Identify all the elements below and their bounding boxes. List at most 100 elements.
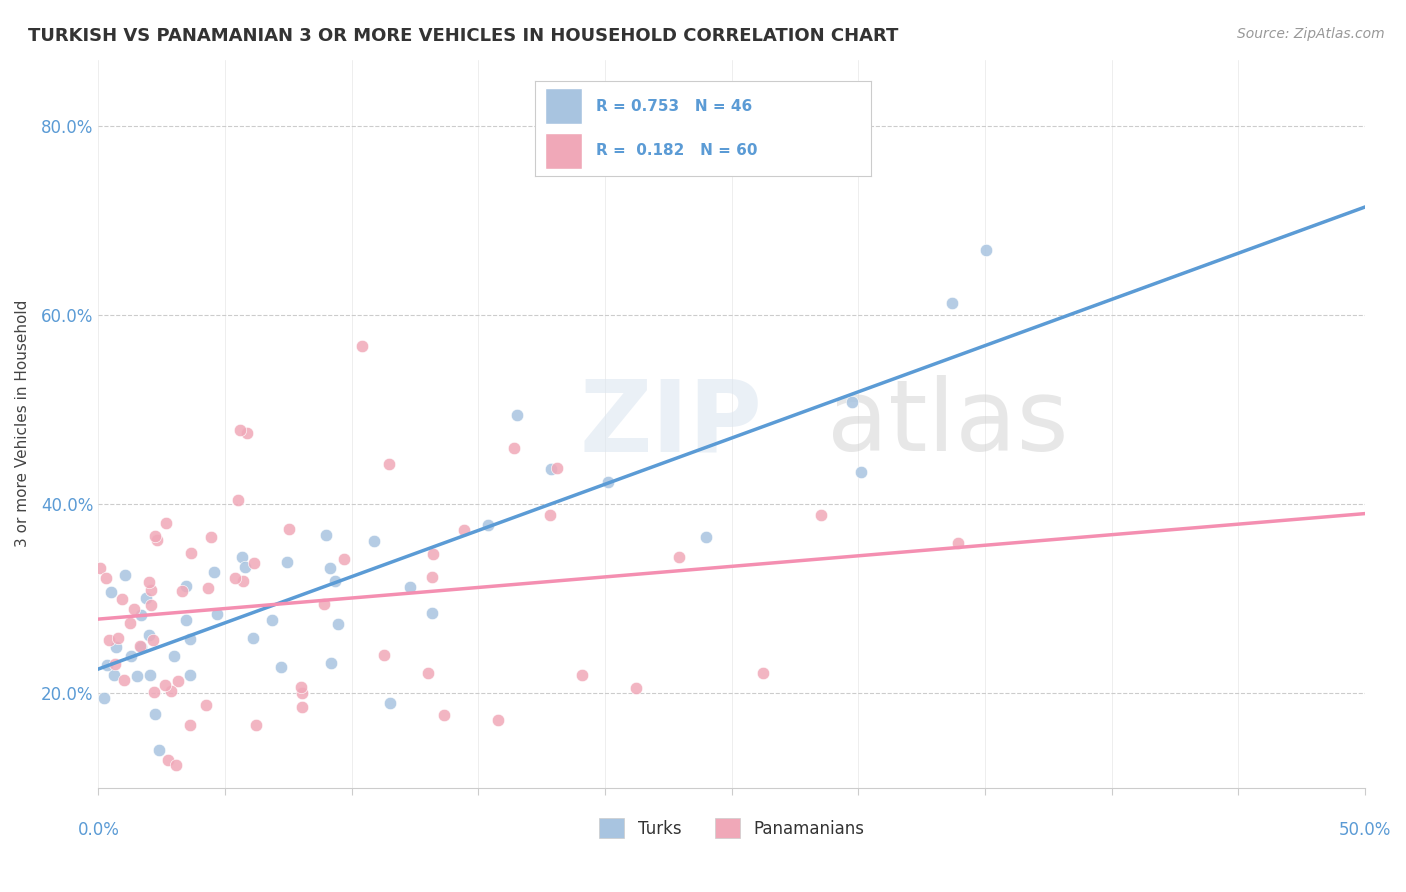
Point	[103, 667, 125, 681]
Point	[231, 549, 253, 564]
Point	[503, 441, 526, 455]
Point	[325, 574, 347, 588]
Point	[314, 597, 336, 611]
Point	[107, 631, 129, 645]
Point	[453, 523, 475, 537]
Point	[229, 423, 252, 437]
Point	[948, 536, 970, 550]
Point	[139, 599, 162, 613]
Point	[146, 533, 169, 547]
Point	[695, 530, 717, 544]
Point	[155, 516, 177, 530]
Point	[174, 579, 197, 593]
Point	[180, 546, 202, 560]
Point	[477, 517, 499, 532]
Point	[235, 560, 257, 574]
Point	[138, 574, 160, 589]
Point	[235, 425, 257, 440]
Point	[224, 571, 246, 585]
Text: atlas: atlas	[827, 376, 1069, 472]
Point	[125, 669, 148, 683]
Point	[226, 493, 249, 508]
Point	[422, 547, 444, 561]
Point	[148, 742, 170, 756]
Point	[122, 602, 145, 616]
Point	[626, 681, 648, 695]
Point	[179, 632, 201, 646]
Point	[114, 567, 136, 582]
Point	[352, 338, 374, 352]
Point	[96, 658, 118, 673]
Point	[321, 656, 343, 670]
Point	[131, 640, 153, 654]
Point	[849, 466, 872, 480]
Point	[810, 508, 832, 522]
Point	[399, 580, 422, 594]
Point	[540, 508, 562, 523]
Point	[94, 571, 117, 585]
Point	[170, 584, 193, 599]
Point	[153, 678, 176, 692]
Point	[166, 673, 188, 688]
Point	[290, 681, 312, 695]
Point	[974, 243, 997, 257]
Point	[160, 684, 183, 698]
Legend: Turks, Panamanians: Turks, Panamanians	[593, 812, 870, 845]
Point	[315, 528, 337, 542]
Point	[93, 691, 115, 706]
Text: ZIP: ZIP	[579, 376, 762, 472]
Point	[418, 666, 440, 681]
Text: Source: ZipAtlas.com: Source: ZipAtlas.com	[1237, 27, 1385, 41]
Point	[380, 696, 402, 710]
Point	[378, 457, 401, 471]
Point	[174, 613, 197, 627]
Point	[143, 684, 166, 698]
Point	[243, 556, 266, 570]
Text: TURKISH VS PANAMANIAN 3 OR MORE VEHICLES IN HOUSEHOLD CORRELATION CHART: TURKISH VS PANAMANIAN 3 OR MORE VEHICLES…	[28, 27, 898, 45]
Point	[104, 657, 127, 672]
Point	[120, 616, 142, 631]
Point	[668, 550, 690, 565]
Point	[571, 667, 593, 681]
Point	[333, 552, 356, 566]
Point	[142, 632, 165, 647]
Point	[270, 660, 292, 674]
Point	[131, 607, 153, 622]
Point	[139, 668, 162, 682]
Point	[420, 606, 443, 620]
Point	[143, 706, 166, 721]
Point	[179, 668, 201, 682]
Point	[100, 585, 122, 599]
Point	[260, 613, 283, 627]
Point	[138, 628, 160, 642]
Point	[752, 665, 775, 680]
Point	[194, 698, 217, 713]
Point	[596, 475, 619, 490]
Point	[89, 561, 111, 575]
Point	[207, 607, 229, 621]
Point	[506, 408, 529, 422]
Point	[433, 708, 456, 723]
Point	[98, 633, 121, 648]
Point	[111, 591, 134, 606]
Point	[242, 631, 264, 645]
Point	[318, 561, 340, 575]
Point	[232, 574, 254, 589]
Point	[291, 700, 314, 714]
Point	[135, 591, 157, 605]
Point	[245, 718, 267, 732]
Point	[363, 534, 385, 549]
Point	[486, 713, 509, 727]
Point	[540, 462, 562, 476]
Text: 0.0%: 0.0%	[77, 821, 120, 839]
Point	[200, 530, 222, 544]
Point	[420, 570, 443, 584]
Point	[112, 673, 135, 688]
Point	[129, 639, 152, 653]
Point	[163, 648, 186, 663]
Point	[278, 522, 301, 536]
Text: 50.0%: 50.0%	[1339, 821, 1391, 839]
Point	[143, 529, 166, 543]
Point	[276, 555, 298, 569]
Point	[941, 296, 963, 310]
